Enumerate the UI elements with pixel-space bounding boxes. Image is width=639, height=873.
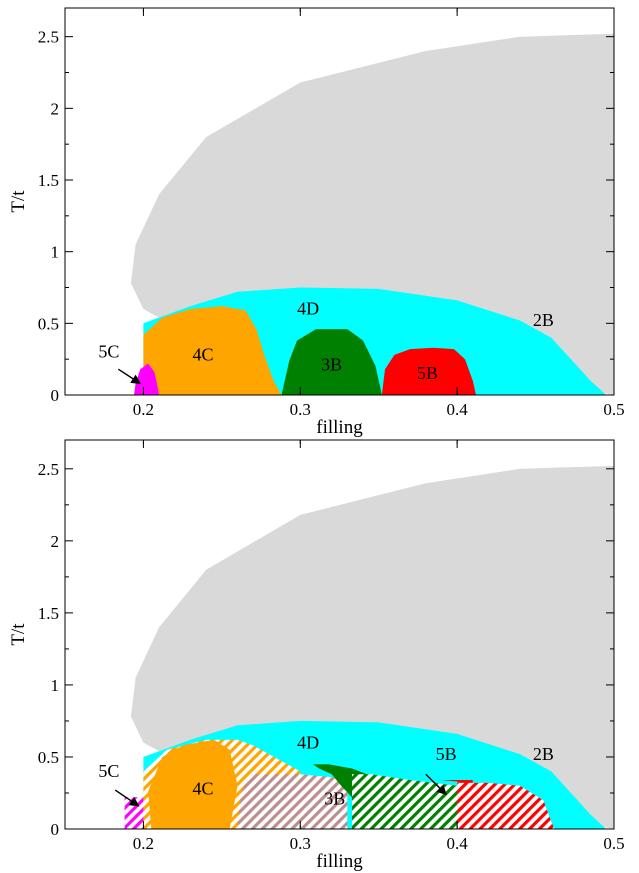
region-5b bbox=[381, 347, 476, 395]
y-axis-title: T/t bbox=[8, 190, 29, 213]
y-tick-label: 2.5 bbox=[38, 460, 59, 479]
y-tick-label: 0 bbox=[51, 386, 60, 405]
y-tick-label: 0 bbox=[51, 820, 60, 839]
y-tick-label: 1.5 bbox=[38, 171, 59, 190]
x-tick-label: 0.5 bbox=[603, 400, 624, 419]
region-label-4d: 4D bbox=[297, 732, 319, 752]
plot-frame bbox=[64, 7, 615, 396]
y-tick-label: 1 bbox=[51, 243, 60, 262]
top-panel: 0.2 0.3 0.4 0.5 0 0.5 1 1.5 2 2.5 filling T/t 2B 4D 4C… bbox=[8, 7, 625, 438]
x-tick-label: 0.3 bbox=[290, 834, 311, 853]
region-3b bbox=[281, 329, 382, 395]
arrow-5b bbox=[425, 773, 447, 796]
region-label-3b: 3B bbox=[324, 789, 345, 809]
region-5b-hatched bbox=[457, 782, 555, 829]
arrow-5c bbox=[117, 368, 142, 385]
y-tick-label: 0.5 bbox=[38, 314, 59, 333]
phase-regions bbox=[130, 33, 614, 395]
x-tick-label: 0.5 bbox=[603, 834, 624, 853]
region-4c-3b-hatched bbox=[237, 774, 348, 829]
x-tick-label: 0.4 bbox=[447, 834, 469, 853]
region-3b-hatched bbox=[352, 774, 458, 829]
x-axis-title: filling bbox=[316, 851, 363, 872]
region-label-2b: 2B bbox=[533, 310, 554, 330]
y-tick-label: 1 bbox=[51, 676, 60, 695]
x-tick-label: 0.3 bbox=[290, 400, 311, 419]
region-5c bbox=[134, 363, 160, 395]
y-axis-title: T/t bbox=[8, 623, 29, 646]
x-tick-label: 0.4 bbox=[447, 400, 469, 419]
y-tick-label: 0.5 bbox=[38, 748, 59, 767]
plot-frame bbox=[64, 439, 615, 830]
y-tick-label: 2 bbox=[51, 532, 60, 551]
phase-regions bbox=[124, 465, 614, 829]
region-label-4c: 4C bbox=[193, 345, 214, 365]
region-label-5c: 5C bbox=[98, 761, 119, 781]
region-label-5b: 5B bbox=[417, 363, 438, 383]
region-4c bbox=[143, 306, 282, 395]
region-label-4d: 4D bbox=[297, 299, 319, 319]
region-label-5b: 5B bbox=[436, 744, 457, 764]
region-label-4c: 4C bbox=[193, 778, 214, 798]
bottom-panel: 0.2 0.3 0.4 0.5 0 0.5 1 1.5 2 2.5 filling T/t 2B 4D 4C… bbox=[8, 439, 625, 872]
region-4c bbox=[148, 739, 238, 829]
y-tick-label: 2.5 bbox=[38, 28, 59, 47]
arrow-5c bbox=[114, 789, 140, 807]
x-tick-label: 0.2 bbox=[133, 834, 154, 853]
region-label-5c: 5C bbox=[98, 342, 119, 362]
y-tick-label: 1.5 bbox=[38, 604, 59, 623]
x-axis-title: filling bbox=[316, 417, 363, 438]
region-label-3b: 3B bbox=[321, 355, 342, 375]
region-label-2b: 2B bbox=[533, 744, 554, 764]
y-tick-label: 2 bbox=[51, 99, 60, 118]
x-tick-label: 0.2 bbox=[133, 400, 154, 419]
